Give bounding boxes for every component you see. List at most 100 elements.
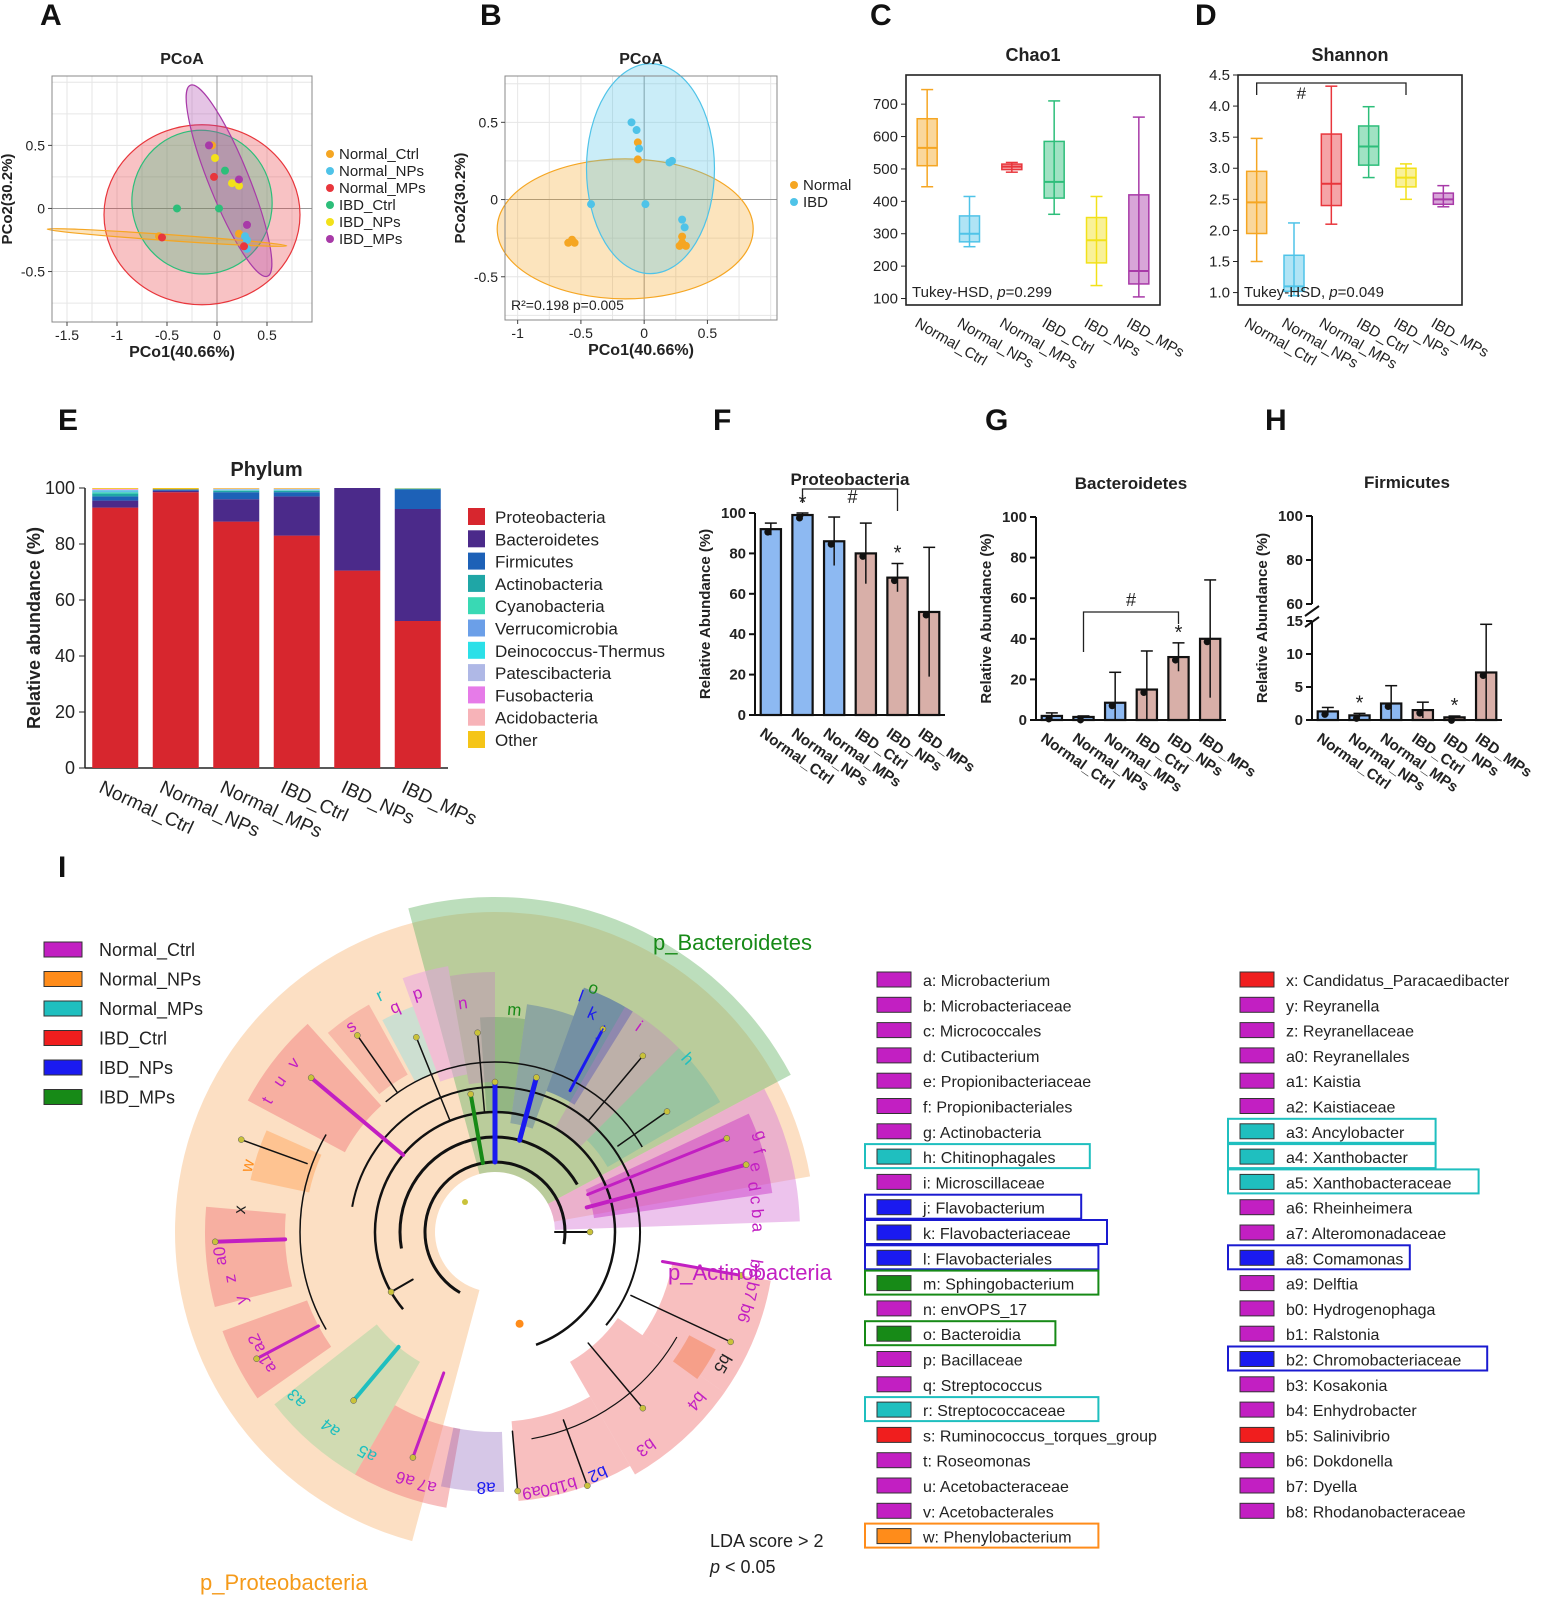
legend-label: IBD_Ctrl: [99, 1029, 167, 1050]
panel-label-h: H: [1265, 404, 1287, 437]
tree-branch: [562, 1419, 589, 1487]
taxon-swatch: [1239, 1300, 1275, 1317]
taxon-swatch: [876, 971, 912, 988]
panel-label-b: B: [480, 0, 502, 32]
replicate-point: [922, 611, 930, 619]
taxon-swatch: [876, 1376, 912, 1393]
legend-label: Normal_Ctrl: [339, 146, 419, 163]
replicate-point: [891, 577, 898, 585]
scatter-point: [635, 144, 644, 153]
clade-label: b7: [740, 1280, 763, 1303]
stacked-bar-segment: [152, 490, 199, 493]
legend-label: Normal_Ctrl: [99, 940, 195, 961]
scatter-point: [243, 220, 251, 229]
legend-swatch: [43, 1000, 83, 1017]
pcoa-panel-b: -1 -0.5 0 0.5 0.5 0 -0.5 PCoA PCo1(40.66%) PCo2(3…: [452, 51, 851, 359]
tree-node: [462, 1199, 468, 1205]
tree-arc: [398, 1135, 579, 1249]
chart-title: Phylum: [230, 459, 302, 481]
x-axis-label: PCo1(40.66%): [588, 342, 694, 359]
stacked-bar-segment: [152, 489, 199, 491]
bar-panel-h: Normal_Ctrl*Normal_NPsNormal_MPsIBD_Ctrl…: [1254, 473, 1535, 796]
legend-label: Other: [495, 731, 538, 750]
y-tick-label: 80: [1010, 550, 1027, 567]
taxon-label: i: Microscillaceae: [923, 1175, 1045, 1192]
taxon-label: b2: Chromobacteriaceae: [1286, 1353, 1461, 1370]
confidence-ellipse: [131, 129, 273, 275]
stacked-bar-segment: [92, 490, 139, 492]
stacked-bar-segment: [92, 491, 139, 493]
taxon-swatch: [876, 1123, 912, 1140]
x-tick-label: 0.5: [698, 325, 718, 341]
taxon-swatch: [876, 1022, 912, 1039]
legend-label: Fusobacteria: [495, 686, 594, 705]
taxon-label: a1: Kaistia: [1286, 1074, 1361, 1091]
taxon-swatch: [1239, 1148, 1275, 1165]
p-note: p < 0.05: [709, 1557, 776, 1577]
taxon-swatch: [1239, 1376, 1275, 1393]
stacked-bar-segment: [273, 492, 320, 497]
scatter-point: [158, 233, 166, 242]
y-tick-label: 600: [873, 129, 898, 146]
taxon-label: s: Ruminococcus_torques_group: [923, 1428, 1157, 1445]
stacked-bar-segment: [92, 496, 139, 501]
tree-branch: [660, 1260, 743, 1277]
legend-swatch: [468, 597, 485, 615]
clade-label: a8: [476, 1478, 496, 1498]
scatter-point: [221, 166, 229, 175]
taxon-swatch: [876, 996, 912, 1013]
taxon-highlight-box: [864, 1522, 1100, 1549]
taxon-label: d: Cutibacterium: [923, 1049, 1040, 1066]
tree-node: [211, 1238, 219, 1246]
taxon-highlight-box: [1227, 1143, 1437, 1170]
scatter-point: [678, 232, 687, 241]
y-tick-label: 100: [1002, 509, 1027, 526]
y-tick-label: 40: [1010, 631, 1027, 648]
tree-branch: [309, 1075, 406, 1157]
stacked-bar-segment: [273, 535, 320, 768]
tree-node: [514, 1487, 521, 1495]
taxon-swatch: [876, 1098, 912, 1114]
scatter-point: [680, 223, 689, 232]
tree-branch: [351, 1344, 401, 1403]
tree-branch: [617, 1110, 668, 1147]
stacked-bar-segment: [152, 492, 199, 768]
taxon-label: e: Propionibacteriaceae: [923, 1074, 1091, 1091]
legend-marker: [790, 181, 798, 189]
sig-star: *: [1356, 692, 1364, 714]
tree-node: [238, 1136, 245, 1143]
x-tick-label: -1.5: [55, 327, 79, 343]
sig-marker: #: [847, 487, 857, 507]
y-tick-label: 3.0: [1209, 160, 1230, 177]
box-Normal_NPs: [1283, 222, 1305, 297]
clade-highlight: [382, 1006, 437, 1082]
stacked-bar-segment: [92, 489, 139, 490]
legend-marker: [326, 167, 334, 175]
stacked-bar-segment: [213, 492, 260, 500]
y-tick-label: 60: [729, 586, 746, 603]
box-IBD_MPs: [1128, 116, 1150, 298]
taxon-swatch: [876, 1477, 912, 1494]
plot-frame: [504, 75, 778, 321]
taxon-label: u: Acetobacteraceae: [923, 1479, 1069, 1496]
taxon-highlight-box: [864, 1143, 1091, 1170]
scatter-point: [633, 155, 642, 164]
tree-branch: [213, 1237, 288, 1244]
x-tick-label: -1: [511, 325, 524, 341]
taxon-swatch: [1239, 1477, 1275, 1494]
stacked-bar-segment: [394, 621, 441, 768]
taxon-label: c: Micrococcales: [923, 1024, 1041, 1041]
tree-node: [387, 1288, 395, 1296]
legend-label: Patescibacteria: [495, 664, 612, 683]
taxon-highlight-box: [864, 1396, 1100, 1423]
y-tick-label: 10: [1286, 646, 1303, 663]
y-tick-label: 100: [1278, 508, 1303, 525]
clade-label: z: [220, 1273, 240, 1285]
taxon-highlight-box: [1227, 1168, 1480, 1195]
tree-branch: [584, 1162, 749, 1210]
tree-branch: [415, 1036, 451, 1122]
stacked-bar-segment: [92, 500, 139, 508]
replicate-point: [796, 514, 803, 522]
chart-title: Firmicutes: [1364, 473, 1450, 492]
taxon-swatch: [1239, 1123, 1275, 1140]
